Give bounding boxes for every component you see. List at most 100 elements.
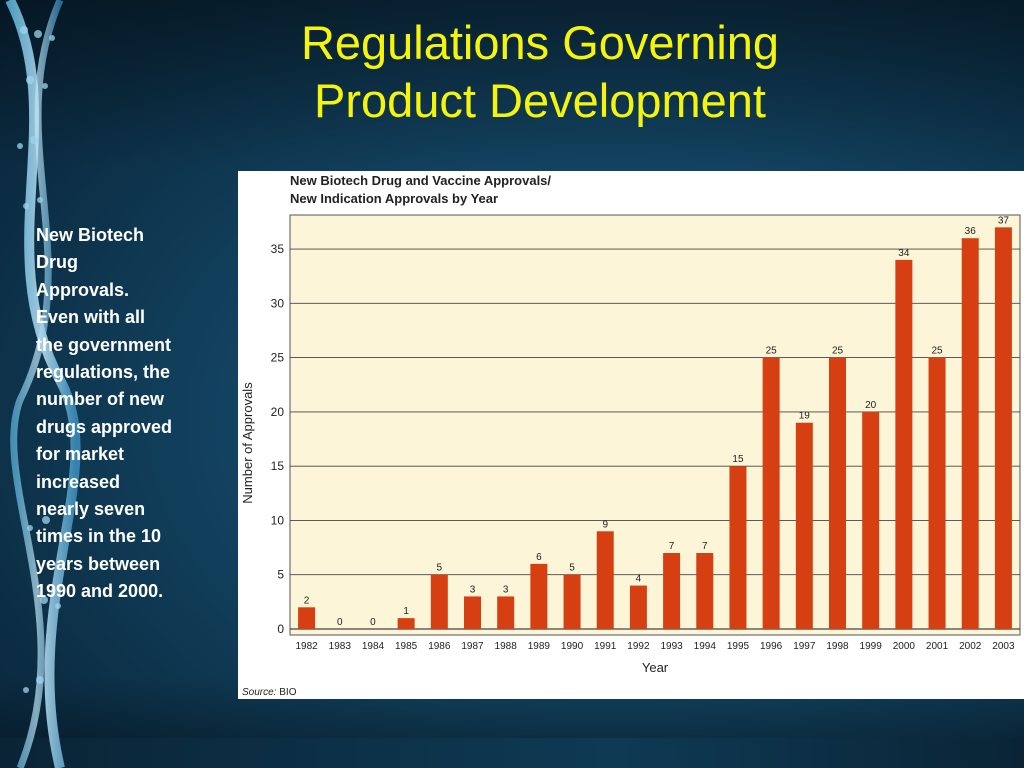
slide-body-text: New Biotech Drug Approvals. Even with al… xyxy=(36,222,216,606)
data-label: 25 xyxy=(832,346,844,357)
bar xyxy=(497,596,515,629)
x-tick-label: 2002 xyxy=(959,641,982,652)
bar xyxy=(298,607,316,629)
bar xyxy=(530,563,548,629)
bar xyxy=(862,411,880,629)
data-label: 3 xyxy=(503,584,509,595)
chart-title-line-1: New Biotech Drug and Vaccine Approvals/ xyxy=(290,173,551,188)
x-tick-label: 2003 xyxy=(992,641,1015,652)
slide-title: Regulations Governing Product Developmen… xyxy=(210,14,870,130)
x-axis-label: Year xyxy=(642,660,669,675)
y-tick-label: 20 xyxy=(271,405,285,419)
body-line: Drug xyxy=(36,252,78,273)
x-tick-label: 1982 xyxy=(295,641,318,652)
body-line: New Biotech xyxy=(36,225,145,245)
data-label: 37 xyxy=(998,215,1010,226)
y-tick-label: 15 xyxy=(271,459,285,473)
data-label: 20 xyxy=(865,400,877,411)
y-tick-label: 35 xyxy=(271,242,285,256)
x-tick-label: 1983 xyxy=(329,641,352,652)
y-tick-labels: 0 5 10 15 20 25 30 35 xyxy=(271,242,285,636)
chart-panel: 0 5 10 15 20 25 30 35 1982 1983 1984 1985 1986 1987 1… xyxy=(238,171,1024,699)
body-line: 1990 and 2000. xyxy=(36,581,164,602)
y-tick-label: 10 xyxy=(271,513,285,527)
bar xyxy=(961,238,979,629)
data-label: 4 xyxy=(636,574,642,585)
data-label: 0 xyxy=(370,617,376,628)
slide-title-line-1: Regulations Governing xyxy=(300,16,780,69)
x-tick-label: 1993 xyxy=(660,641,683,652)
body-line: Approvals. xyxy=(36,279,130,300)
bar xyxy=(762,357,780,629)
x-tick-label: 1998 xyxy=(826,641,849,652)
body-line: Even with all xyxy=(36,307,146,328)
x-tick-label: 1999 xyxy=(860,641,883,652)
body-line: the government xyxy=(36,334,172,355)
x-tick-label: 1984 xyxy=(362,641,385,652)
x-tick-label: 1987 xyxy=(461,641,484,652)
data-label: 7 xyxy=(702,541,708,552)
bar xyxy=(928,357,946,629)
data-label: 9 xyxy=(602,519,608,530)
slide-title-line-2: Product Development xyxy=(314,74,766,127)
body-line: times in the 10 xyxy=(36,526,162,547)
footer-bar xyxy=(0,738,1024,768)
y-axis-label: Number of Approvals xyxy=(240,382,255,504)
x-tick-label: 1996 xyxy=(760,641,783,652)
data-label: 0 xyxy=(337,617,343,628)
x-tick-label: 1997 xyxy=(793,641,816,652)
x-tick-label: 1985 xyxy=(395,641,418,652)
x-tick-labels: 1982 1983 1984 1985 1986 1987 1988 1989 1990 1991… xyxy=(295,641,1015,652)
data-label: 34 xyxy=(898,248,910,259)
data-label: 5 xyxy=(569,563,575,574)
bar xyxy=(464,596,481,629)
x-tick-label: 1991 xyxy=(594,641,617,652)
body-line: years between xyxy=(36,553,161,574)
x-tick-label: 1994 xyxy=(694,641,717,652)
x-tick-label: 1992 xyxy=(627,641,650,652)
source-prefix: Source: xyxy=(242,687,277,698)
x-tick-label: 1989 xyxy=(528,641,551,652)
bar xyxy=(729,466,747,629)
bar xyxy=(795,422,813,629)
bar xyxy=(430,574,448,629)
body-line: for market xyxy=(36,444,125,465)
data-label: 25 xyxy=(931,346,943,357)
body-line: drugs approved xyxy=(36,416,173,437)
body-line: increased xyxy=(36,471,121,492)
data-label: 15 xyxy=(732,454,744,465)
data-label: 2 xyxy=(304,595,310,606)
source-note: Source: BIO xyxy=(242,687,297,698)
bar xyxy=(829,357,846,629)
x-tick-label: 1988 xyxy=(495,641,518,652)
chart-title-line-2: New Indication Approvals by Year xyxy=(290,191,498,206)
body-line: number of new xyxy=(36,389,165,410)
body-line: nearly seven xyxy=(36,499,146,520)
bar xyxy=(397,618,415,629)
bar xyxy=(596,531,614,629)
bars xyxy=(298,227,1012,629)
y-tick-label: 5 xyxy=(277,568,284,582)
body-line: regulations, the xyxy=(36,362,171,383)
y-tick-label: 0 xyxy=(277,622,284,636)
data-label: 3 xyxy=(470,584,476,595)
bar xyxy=(663,553,681,629)
data-label: 36 xyxy=(965,226,977,237)
data-label: 25 xyxy=(766,346,778,357)
data-label: 6 xyxy=(536,552,542,563)
x-tick-label: 1995 xyxy=(727,641,750,652)
x-tick-label: 1990 xyxy=(561,641,584,652)
y-tick-label: 30 xyxy=(271,296,285,310)
dna-helix-decoration xyxy=(5,0,81,768)
y-tick-label: 25 xyxy=(271,351,285,365)
bar xyxy=(563,574,581,629)
source-value: BIO xyxy=(279,687,296,698)
x-tick-label: 1986 xyxy=(428,641,451,652)
bar xyxy=(696,553,714,629)
bar xyxy=(994,227,1012,629)
data-label: 5 xyxy=(437,563,443,574)
bar xyxy=(895,259,913,629)
data-label: 19 xyxy=(799,411,811,422)
